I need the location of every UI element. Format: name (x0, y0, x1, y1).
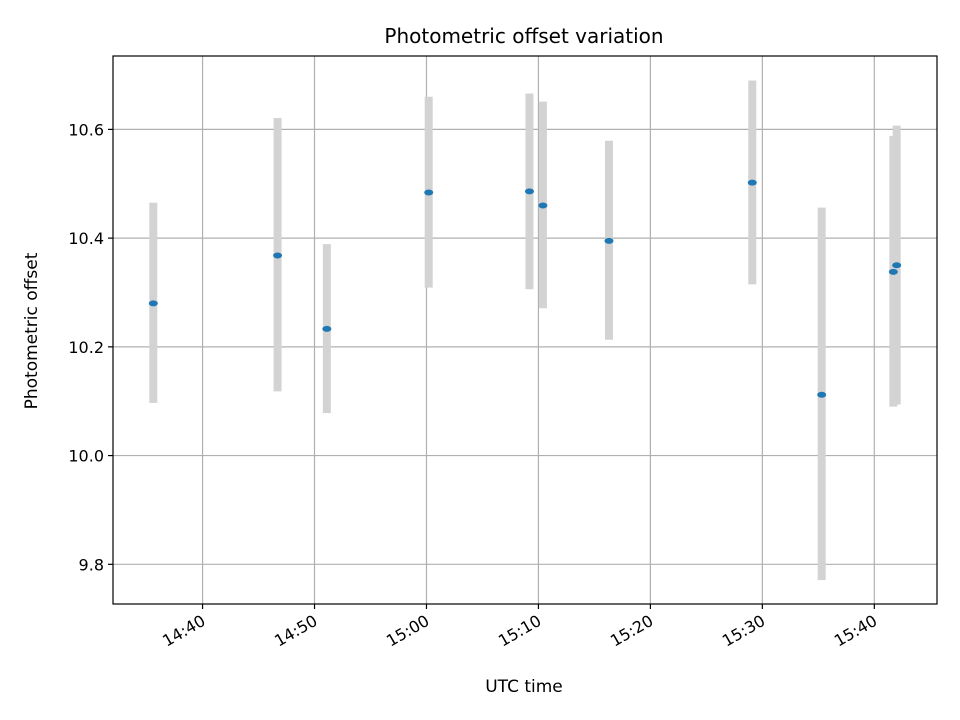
x-tick-layer: 14:40 14:50 15:00 15:10 15:20 15:30 15:40 (159, 604, 880, 651)
data-point (888, 268, 898, 275)
x-tick-label: 15:10 (495, 611, 544, 651)
y-tick-label: 9.8 (79, 555, 104, 574)
x-axis-title: UTC time (485, 677, 563, 697)
data-point (747, 179, 757, 186)
data-point (273, 252, 283, 259)
y-tick-label: 10.4 (68, 229, 104, 248)
x-tick-label: 14:50 (271, 611, 320, 651)
data-point (892, 262, 902, 269)
y-axis-title: Photometric offset (22, 252, 42, 409)
data-point (424, 189, 434, 196)
y-tick-label: 10.2 (68, 338, 104, 357)
plot-frame (112, 55, 938, 605)
x-tick-label: 15:20 (607, 611, 656, 651)
point-layer (148, 179, 902, 398)
y-tick-label: 10.6 (68, 120, 104, 139)
chart-title: Photometric offset variation (384, 24, 663, 48)
data-point (322, 325, 332, 332)
x-tick-label: 15:00 (383, 611, 432, 651)
errorbar-layer (149, 80, 901, 581)
data-point (538, 202, 548, 209)
data-point (524, 188, 534, 195)
x-tick-label: 15:40 (831, 611, 880, 651)
data-point (148, 300, 158, 307)
x-tick-label: 15:30 (719, 611, 768, 651)
y-tick-label: 10.0 (68, 447, 104, 466)
grid-layer (113, 56, 937, 604)
y-tick-layer: 9.8 10.0 10.2 10.4 10.6 (68, 120, 113, 574)
data-point (817, 391, 827, 398)
x-tick-label: 14:40 (159, 611, 208, 651)
data-point (604, 237, 614, 244)
